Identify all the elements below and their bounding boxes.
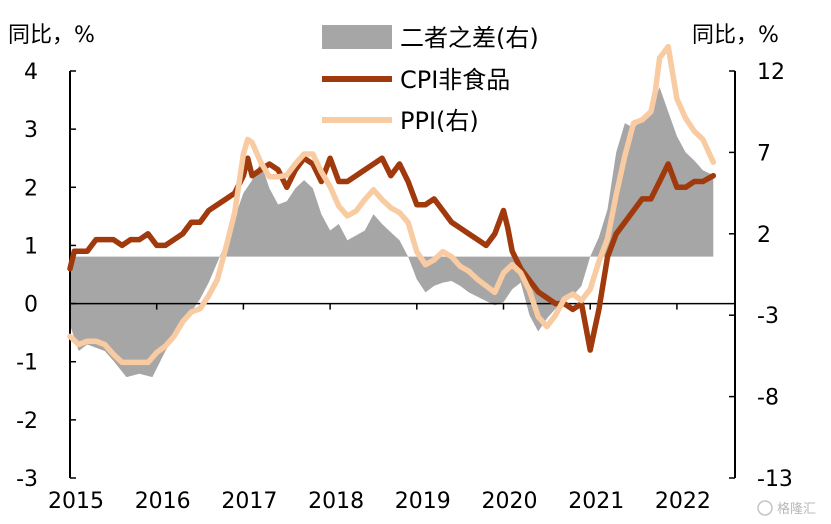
right-tick-label: 2: [757, 223, 771, 248]
right-tick-label: 7: [757, 141, 771, 166]
right-tick-label: -3: [757, 304, 779, 329]
legend-swatch-diff: [322, 25, 392, 49]
watermark-logo-icon: [757, 500, 773, 516]
left-tick-label: -1: [16, 351, 38, 376]
watermark-text: 格隆汇: [777, 501, 816, 517]
left-tick-label: 3: [24, 118, 38, 143]
left-tick-label: 2: [24, 176, 38, 201]
right-tick-label: -13: [757, 467, 793, 492]
series-ppi-line: [67, 43, 717, 366]
x-tick-label: 2021: [568, 489, 624, 514]
legend-label-cpi: CPI非食品: [400, 66, 510, 94]
x-tick-label: 2022: [655, 489, 711, 514]
right-axis-label: 同比，%: [692, 23, 779, 48]
x-tick-label: 2016: [135, 489, 191, 514]
watermark: 格隆汇: [757, 500, 816, 517]
right-tick-label: -8: [757, 386, 779, 411]
left-tick-label: -2: [16, 409, 38, 434]
legend: 二者之差(右) CPI非食品 PPI(右): [322, 24, 539, 135]
right-tick-label: 12: [757, 60, 785, 85]
left-tick-label: -3: [16, 467, 38, 492]
lines-layer: [67, 43, 717, 366]
x-tick-label: 2020: [482, 489, 538, 514]
left-tick-label: 4: [24, 60, 38, 85]
legend-label-ppi: PPI(右): [400, 107, 479, 135]
left-tick-label: 0: [24, 293, 38, 318]
series-cpi-line: [67, 155, 717, 353]
x-tick-label: 2019: [395, 489, 451, 514]
left-axis-label: 同比，%: [8, 23, 95, 48]
left-tick-label: 1: [24, 234, 38, 259]
x-tick-label: 2015: [48, 489, 104, 514]
axes-layer: 4 3 2 1 0 -1 -2 -3 12 7 2 -3 -8 -13 2015 2016 2017 2018 20…: [16, 60, 793, 514]
legend-label-diff: 二者之差(右): [400, 24, 539, 52]
x-tick-label: 2017: [221, 489, 277, 514]
x-tick-label: 2018: [308, 489, 364, 514]
